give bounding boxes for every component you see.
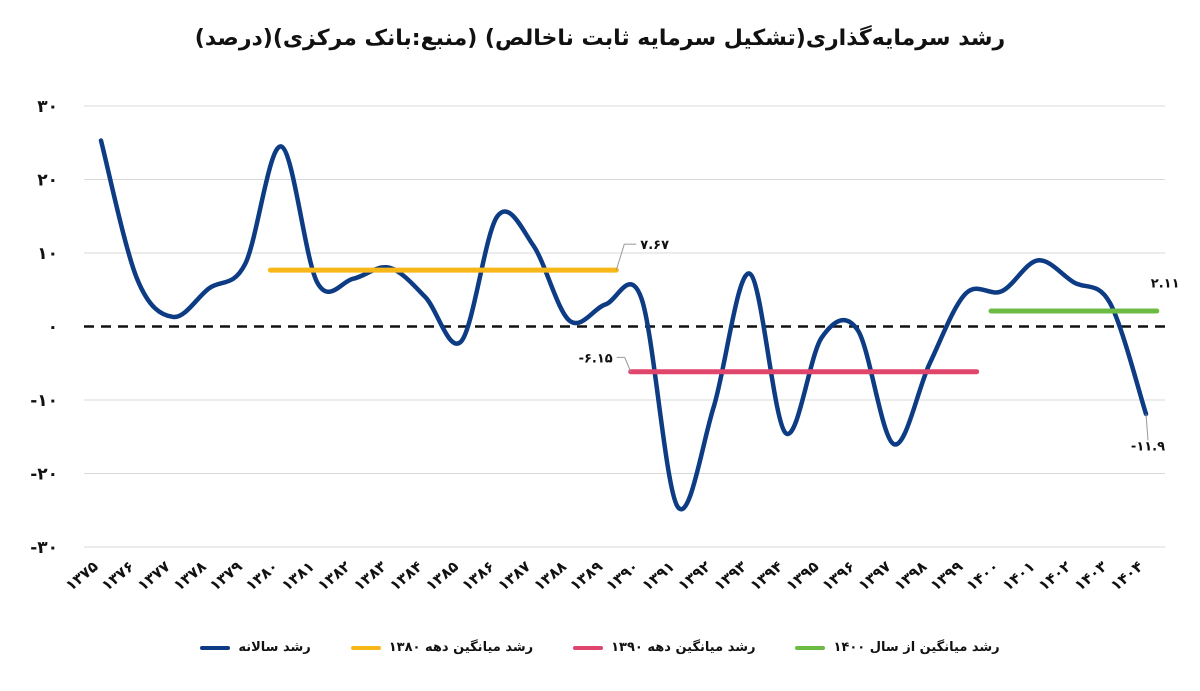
y-tick-label: ۳۰	[37, 97, 58, 117]
y-tick-label: ۰	[48, 318, 58, 338]
x-tick-label: ۱۳۸۶	[458, 557, 498, 594]
x-tick-label: ۱۳۹۷	[855, 557, 895, 594]
data-label-end: -۱۱.۹	[1131, 440, 1165, 455]
y-tick-label: ۱۰	[37, 244, 58, 264]
data-label-avg-1390s: -۶.۱۵	[579, 351, 613, 366]
x-tick-label: ۱۳۹۵	[783, 557, 823, 594]
x-tick-label: ۱۳۹۶	[819, 557, 859, 594]
legend-swatch	[573, 645, 604, 650]
legend-label: رشد میانگین دهه ۱۳۸۰	[388, 640, 534, 655]
series-line-annual-growth	[98, 138, 1149, 512]
legend-item: رشد میانگین دهه ۱۳۸۰	[350, 640, 534, 655]
x-tick-label: ۱۳۸۷	[494, 557, 534, 594]
x-tick-label: ۱۳۸۸	[530, 557, 570, 594]
x-tick-label: ۱۴۰۱	[999, 557, 1039, 594]
leader-line	[1145, 413, 1149, 441]
legend-label: رشد میانگین دهه ۱۳۹۰	[611, 640, 756, 655]
legend-swatch	[795, 645, 826, 650]
x-tick-label: ۱۳۸۰	[242, 557, 282, 594]
legend-label: رشد سالانه	[238, 640, 311, 655]
x-tick-label: ۱۴۰۲	[1035, 557, 1075, 594]
x-tick-label: ۱۴۰۳	[1071, 557, 1111, 594]
x-tick-label: ۱۳۸۵	[422, 557, 462, 594]
legend-item: رشد سالانه	[200, 640, 311, 655]
legend-item: رشد میانگین از سال ۱۴۰۰	[795, 640, 1000, 655]
x-tick-label: ۱۳۸۱	[278, 557, 318, 594]
legend: رشد سالانه رشد میانگین دهه ۱۳۸۰ رشد میانگی…	[0, 640, 1200, 655]
x-tick-label: ۱۳۷۹	[206, 557, 246, 594]
x-tick-label: ۱۳۹۹	[927, 557, 967, 594]
legend-swatch	[350, 645, 381, 650]
data-label-avg-1380s: ۷.۶۷	[640, 238, 669, 253]
leader-line	[615, 244, 625, 271]
chart-title: رشد سرمایه‌گذاری(تشکیل سرمایه ثابت ناخال…	[194, 26, 1006, 51]
x-tick-label: ۱۳۷۸	[170, 557, 210, 594]
x-tick-label: ۱۳۹۲	[675, 557, 715, 594]
legend-swatch	[200, 645, 231, 650]
x-tick-label: ۱۳۹۰	[602, 557, 642, 594]
x-tick-label: ۱۳۸۲	[314, 557, 354, 594]
x-tick-label: ۱۳۸۴	[386, 557, 426, 594]
y-tick-label: ۲۰	[37, 171, 58, 191]
x-tick-label: ۱۴۰۰	[963, 557, 1003, 594]
x-tick-label: ۱۴۰۴	[1107, 557, 1147, 594]
x-tick-label: ۱۳۷۵	[62, 557, 102, 594]
legend-item: رشد میانگین دهه ۱۳۹۰	[573, 640, 755, 655]
x-tick-label: ۱۳۷۷	[134, 557, 174, 594]
data-label-avg-1400s: ۲.۱۱	[1151, 276, 1180, 291]
legend-label: رشد میانگین از سال ۱۴۰۰	[833, 640, 1000, 655]
x-tick-label: ۱۳۹۸	[891, 557, 931, 594]
x-tick-label: ۱۳۸۳	[350, 557, 390, 594]
x-tick-label: ۱۳۷۶	[98, 557, 138, 594]
leader-line	[624, 357, 632, 372]
y-tick-label: -۲۰	[30, 465, 58, 485]
x-tick-label: ۱۳۹۳	[711, 557, 751, 594]
y-tick-label: -۳۰	[30, 538, 58, 558]
x-tick-label: ۱۳۹۴	[747, 557, 787, 594]
y-tick-label: -۱۰	[30, 391, 58, 411]
x-tick-label: ۱۳۸۹	[566, 557, 606, 594]
x-tick-label: ۱۳۹۱	[638, 557, 678, 594]
